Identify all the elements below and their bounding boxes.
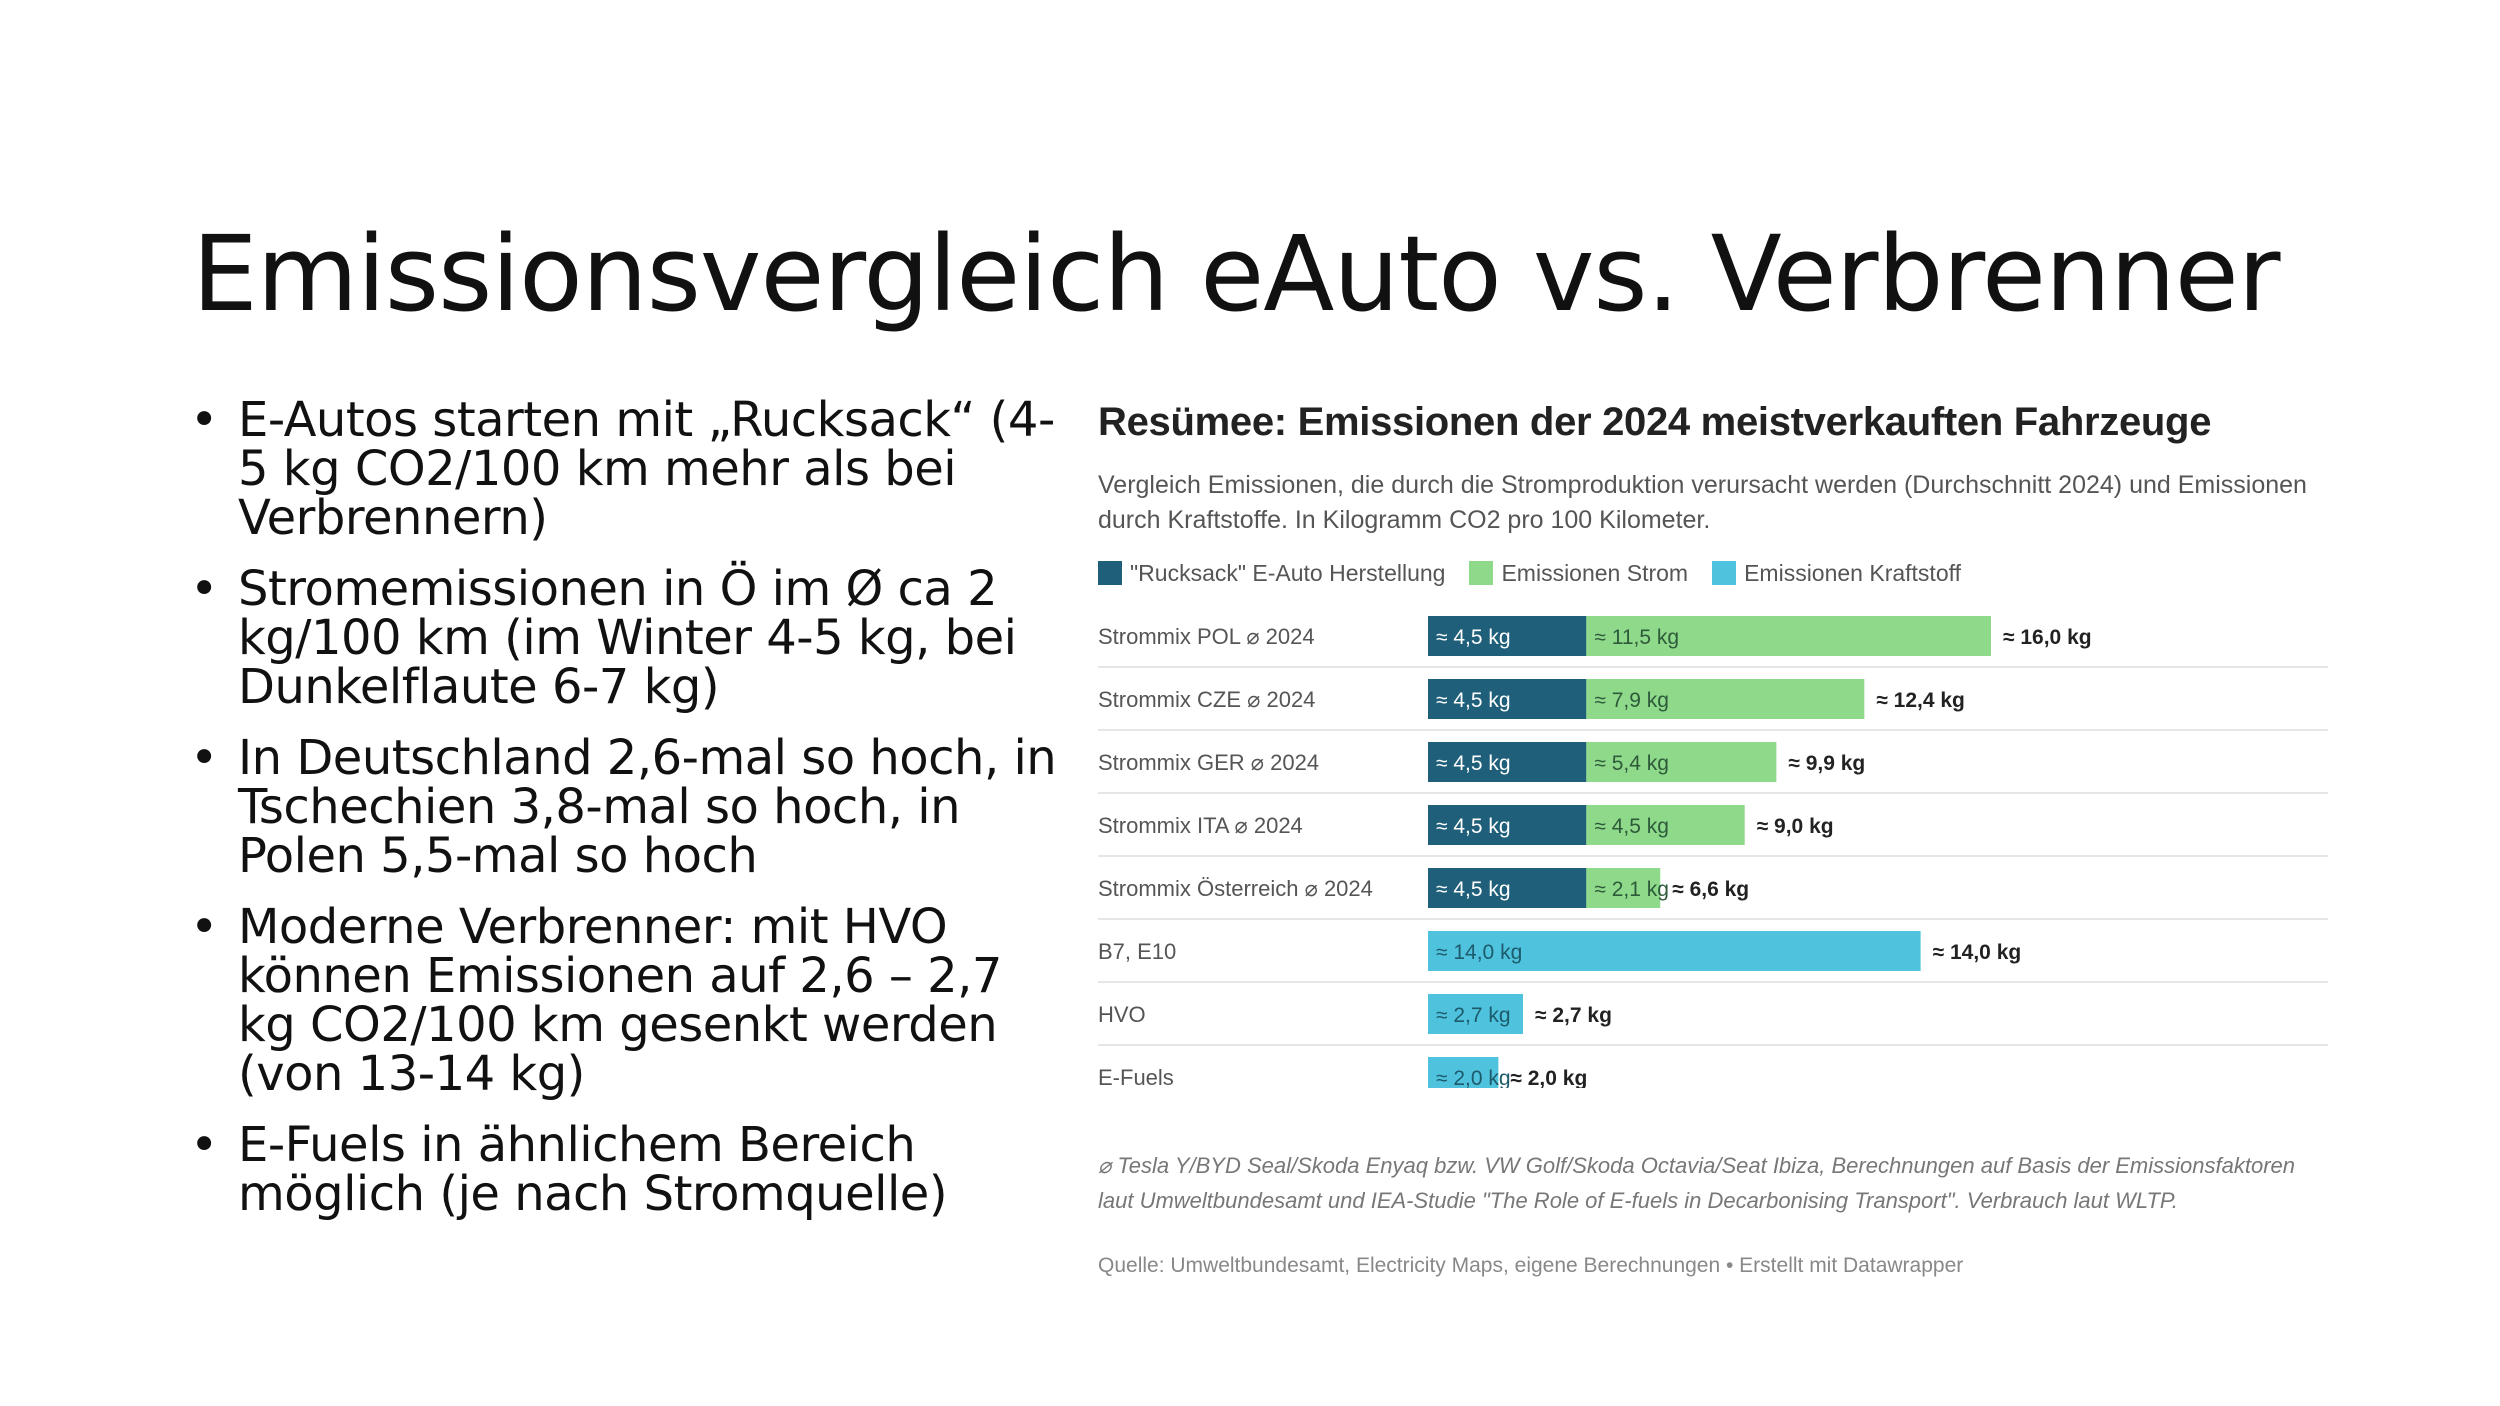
chart-source: Quelle: Umweltbundesamt, Electricity Map… xyxy=(1098,1254,1964,1277)
bar-segment xyxy=(1428,994,1524,1034)
legend-label: Emissionen Strom xyxy=(1501,559,1689,586)
category-label: Strommix GER ⌀ 2024 xyxy=(1098,750,1319,775)
bar-value-label: ≈ 2,1 kg xyxy=(1594,878,1669,901)
slide-title: Emissionsvergleich eAuto vs. Verbrenner xyxy=(192,213,2281,335)
bullet-item: Moderne Verbrenner: mit HVO können Emiss… xyxy=(190,903,1070,1099)
bar-plot: Strommix POL ⌀ 2024 ≈ 4,5 kg ≈ 11,5 kg ≈ 16… xyxy=(1098,616,2328,1088)
bar-value-label: ≈ 4,5 kg xyxy=(1436,689,1511,712)
category-label: Strommix CZE ⌀ 2024 xyxy=(1098,687,1315,712)
bar-segment xyxy=(1428,1057,1499,1088)
category-label: B7, E10 xyxy=(1098,939,1176,964)
bar-value-label: ≈ 11,5 kg xyxy=(1594,626,1679,649)
bar-segment xyxy=(1428,931,1921,971)
bar-value-label: ≈ 5,4 kg xyxy=(1594,752,1669,775)
legend-swatch xyxy=(1712,561,1737,585)
bar-total-label: ≈ 16,0 kg xyxy=(2003,626,2092,649)
legend-swatch xyxy=(1469,561,1494,585)
bar-total-label: ≈ 14,0 kg xyxy=(1933,941,2022,964)
bar-segment xyxy=(1586,679,1865,719)
bar-value-label: ≈ 7,9 kg xyxy=(1594,689,1669,712)
bar-value-label: ≈ 4,5 kg xyxy=(1436,752,1511,775)
bar-value-label: ≈ 4,5 kg xyxy=(1594,815,1669,838)
bar-total-label: ≈ 2,7 kg xyxy=(1535,1004,1612,1027)
bar-segment xyxy=(1428,616,1587,656)
legend-label: "Rucksack" E-Auto Herstellung xyxy=(1130,559,1446,586)
bullet-list: E-Autos starten mit „Rucksack“ (4-5 kg C… xyxy=(190,396,1070,1241)
bar-total-label: ≈ 2,0 kg xyxy=(1510,1067,1587,1088)
bar-value-label: ≈ 4,5 kg xyxy=(1436,815,1511,838)
legend-label: Emissionen Kraftstoff xyxy=(1744,559,1961,586)
emissions-chart: Resümee: Emissionen der 2024 meistverkau… xyxy=(1098,396,2328,1296)
category-label: Strommix Österreich ⌀ 2024 xyxy=(1098,876,1373,901)
bullet-item: E-Autos starten mit „Rucksack“ (4-5 kg C… xyxy=(190,396,1070,543)
bar-segment xyxy=(1428,742,1587,782)
category-label: HVO xyxy=(1098,1002,1146,1027)
category-label: Strommix ITA ⌀ 2024 xyxy=(1098,813,1303,838)
bullet-item: In Deutschland 2,6-mal so hoch, in Tsche… xyxy=(190,734,1070,881)
bar-segment xyxy=(1428,868,1587,908)
bar-value-label: ≈ 4,5 kg xyxy=(1436,626,1511,649)
bullet-item: E-Fuels in ähnlichem Bereich möglich (je… xyxy=(190,1121,1070,1219)
legend-item-kraftstoff: Emissionen Kraftstoff xyxy=(1712,560,1961,587)
bar-total-label: ≈ 6,6 kg xyxy=(1672,878,1749,901)
bar-total-label: ≈ 9,0 kg xyxy=(1757,815,1834,838)
chart-title: Resümee: Emissionen der 2024 meistverkau… xyxy=(1098,400,2212,444)
bar-segment xyxy=(1586,616,1991,656)
bar-segment xyxy=(1586,742,1777,782)
legend-item-strom: Emissionen Strom xyxy=(1469,560,1688,587)
bullet-item: Stromemissionen in Ö im Ø ca 2 kg/100 km… xyxy=(190,565,1070,712)
bar-value-label: ≈ 14,0 kg xyxy=(1436,941,1522,964)
chart-legend: "Rucksack" E-Auto Herstellung Emissionen… xyxy=(1098,556,1985,590)
chart-subtitle: Vergleich Emissionen, die durch die Stro… xyxy=(1098,471,2307,534)
category-label: Strommix POL ⌀ 2024 xyxy=(1098,624,1315,649)
bar-segment xyxy=(1428,679,1587,719)
legend-swatch xyxy=(1098,561,1122,585)
bar-segment xyxy=(1428,805,1587,845)
legend-item-rucksack: "Rucksack" E-Auto Herstellung xyxy=(1098,560,1445,587)
category-label: E-Fuels xyxy=(1098,1065,1174,1088)
bar-total-label: ≈ 9,9 kg xyxy=(1788,752,1865,775)
bar-segment xyxy=(1586,805,1745,845)
bar-value-label: ≈ 4,5 kg xyxy=(1436,878,1511,901)
chart-note: ⌀ Tesla Y/BYD Seal/Skoda Enyaq bzw. VW G… xyxy=(1098,1153,2295,1213)
bar-value-label: ≈ 2,0 kg xyxy=(1436,1067,1511,1088)
bar-total-label: ≈ 12,4 kg xyxy=(1876,689,1965,712)
bar-value-label: ≈ 2,7 kg xyxy=(1436,1004,1511,1027)
bar-segment xyxy=(1586,868,1661,908)
